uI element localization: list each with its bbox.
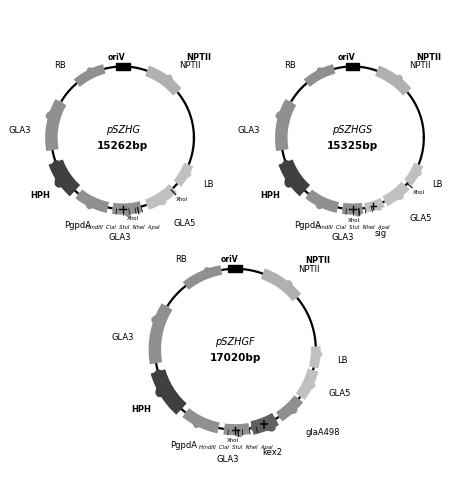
Text: RB: RB — [54, 61, 66, 70]
Text: HindIII  ClaI  StuI  NheI  ApaI: HindIII ClaI StuI NheI ApaI — [86, 224, 160, 229]
Text: NPTII: NPTII — [416, 53, 441, 61]
Text: GLA3: GLA3 — [238, 126, 261, 135]
Text: oriV: oriV — [108, 53, 125, 62]
Text: Xhol: Xhol — [413, 190, 424, 195]
Text: PgpdA: PgpdA — [294, 221, 321, 230]
Text: GLA5: GLA5 — [328, 388, 351, 397]
Text: HPH: HPH — [260, 191, 280, 200]
Text: NPTII: NPTII — [305, 256, 330, 264]
Text: kex2: kex2 — [262, 447, 282, 456]
Text: oriV: oriV — [220, 255, 238, 264]
Text: oriV: oriV — [338, 53, 355, 62]
Text: NPTII: NPTII — [410, 61, 431, 70]
Text: LB: LB — [337, 356, 348, 365]
Text: PgpdA: PgpdA — [64, 221, 91, 230]
Text: PgpdA: PgpdA — [170, 440, 197, 449]
Bar — [346, 63, 359, 71]
Text: NPTII: NPTII — [299, 264, 320, 273]
Text: pSZHGF: pSZHGF — [215, 336, 255, 346]
Bar — [116, 63, 130, 71]
Text: NPTII: NPTII — [180, 61, 201, 70]
Text: HPH: HPH — [132, 404, 151, 413]
Text: LB: LB — [203, 180, 213, 189]
Text: GLA3: GLA3 — [108, 233, 131, 242]
Text: Xhol: Xhol — [176, 197, 188, 202]
Text: 15325bp: 15325bp — [327, 141, 378, 151]
Text: Xhol: Xhol — [127, 216, 139, 221]
Text: GLA5: GLA5 — [410, 213, 432, 223]
Text: sig: sig — [375, 228, 387, 238]
Text: RB: RB — [284, 61, 296, 70]
Text: HPH: HPH — [30, 191, 50, 200]
Text: GLA3: GLA3 — [332, 233, 354, 242]
Text: NPTII: NPTII — [186, 53, 212, 61]
Text: HindIII  ClaI  StuI  NheI  ApaI: HindIII ClaI StuI NheI ApaI — [198, 445, 272, 449]
Text: GLA5: GLA5 — [173, 218, 195, 227]
Text: Xhol: Xhol — [227, 438, 239, 443]
Text: pSZHG: pSZHG — [106, 125, 139, 135]
Text: GLA3: GLA3 — [216, 454, 239, 463]
Text: LB: LB — [432, 180, 443, 189]
Bar — [228, 265, 242, 273]
Text: pSZHGS: pSZHGS — [332, 125, 373, 135]
Text: 15262bp: 15262bp — [97, 141, 148, 151]
Text: GLA3: GLA3 — [111, 333, 133, 342]
Text: 17020bp: 17020bp — [210, 352, 261, 362]
Text: GLA3: GLA3 — [8, 126, 30, 135]
Text: glaA498: glaA498 — [305, 427, 340, 436]
Text: RB: RB — [176, 255, 187, 264]
Text: HindIII  ClaI  StuI  NheI  ApaI: HindIII ClaI StuI NheI ApaI — [316, 224, 389, 229]
Text: Xhol: Xhol — [348, 217, 360, 222]
